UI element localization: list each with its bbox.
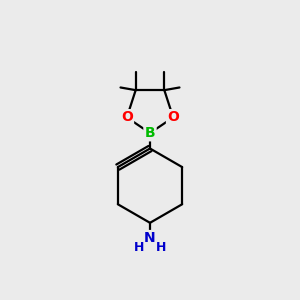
Text: H: H	[156, 241, 166, 254]
Text: H: H	[134, 241, 144, 254]
Text: O: O	[167, 110, 179, 124]
Text: B: B	[145, 126, 155, 140]
Text: N: N	[144, 231, 156, 245]
Text: O: O	[121, 110, 133, 124]
